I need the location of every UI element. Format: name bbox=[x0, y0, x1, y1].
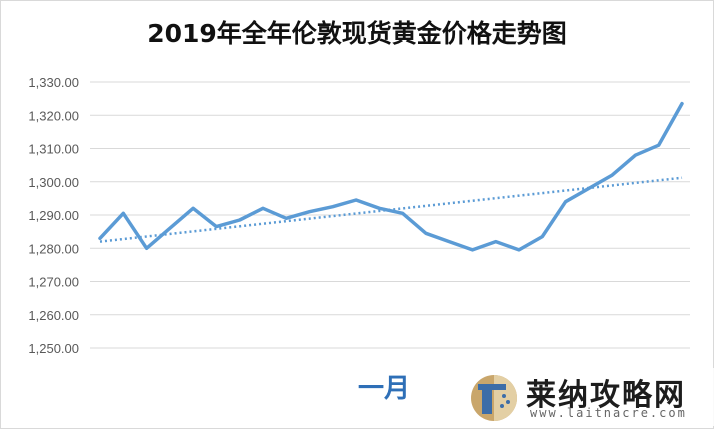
site-logo-icon bbox=[471, 375, 517, 421]
y-tick-label: 1,260.00 bbox=[28, 308, 79, 323]
y-tick-label: 1,250.00 bbox=[28, 341, 79, 356]
y-tick-label: 1,320.00 bbox=[28, 108, 79, 123]
y-tick-label: 1,310.00 bbox=[28, 142, 79, 157]
y-tick-label: 1,300.00 bbox=[28, 175, 79, 190]
watermark-url: www.laitnacre.com bbox=[530, 406, 687, 420]
chart-title: 2019年全年伦敦现货黄金价格走势图 bbox=[147, 19, 567, 48]
x-axis-label: 一月 bbox=[358, 374, 411, 404]
y-tick-label: 1,330.00 bbox=[28, 75, 79, 90]
watermark-site-name: 莱纳攻略网 bbox=[526, 378, 686, 413]
y-tick-label: 1,280.00 bbox=[28, 241, 79, 256]
gold-price-line bbox=[98, 101, 684, 252]
y-tick-label: 1,270.00 bbox=[28, 275, 79, 290]
watermark: 莱纳攻略网 www.laitnacre.com bbox=[466, 368, 714, 426]
y-tick-label: 1,290.00 bbox=[28, 208, 79, 223]
